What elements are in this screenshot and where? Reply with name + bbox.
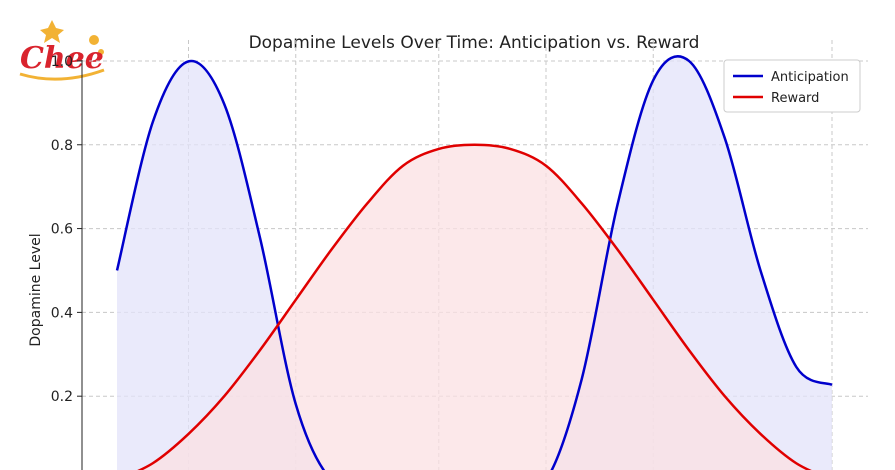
line-reward [137, 143, 812, 470]
logo-swoosh [19, 68, 105, 81]
logo-text: Chee [20, 41, 104, 76]
y-tick-label: 0.2 [51, 389, 73, 405]
line-anticipation [115, 55, 833, 470]
logo: Chee [19, 20, 105, 81]
y-tick-label: 0.6 [51, 222, 73, 238]
chart-title: Dopamine Levels Over Time: Anticipation … [249, 33, 700, 53]
logo-star-icon [40, 20, 64, 43]
legend-label-anticipation: Anticipation [771, 70, 849, 85]
y-axis-ticks: 0.2 0.4 0.6 0.8 1.0 [51, 54, 82, 405]
y-tick-label: 1.0 [51, 54, 73, 70]
series-lines [115, 55, 833, 470]
y-axis-label: Dopamine Level [28, 233, 44, 346]
logo-dot-icon [89, 35, 99, 45]
legend-box [723, 59, 861, 113]
legend: Anticipation Reward [723, 59, 861, 113]
legend-label-reward: Reward [771, 91, 819, 106]
y-tick-label: 0.8 [51, 138, 73, 154]
area-reward [140, 144, 809, 470]
logo-dot-icon [98, 49, 104, 55]
series-areas [117, 56, 832, 470]
y-tick-label: 0.4 [51, 305, 73, 321]
